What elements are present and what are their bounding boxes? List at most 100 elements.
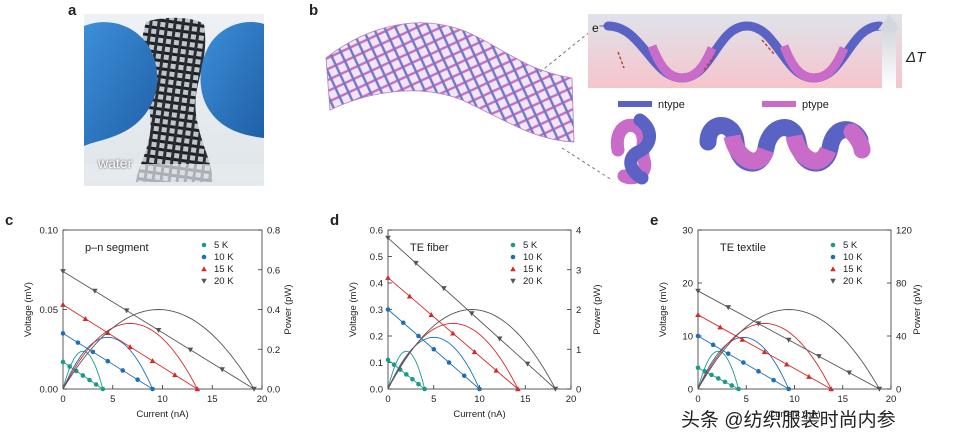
legend-label: 5 K bbox=[843, 240, 858, 251]
y2-axis-label: Power (pW) bbox=[592, 284, 603, 334]
data-point bbox=[755, 321, 762, 327]
legend-marker bbox=[510, 254, 516, 260]
power-curve bbox=[697, 309, 880, 390]
data-point bbox=[105, 358, 111, 364]
data-point bbox=[695, 312, 701, 317]
data-point bbox=[493, 367, 500, 373]
legend-p-label: ptype bbox=[802, 99, 829, 111]
data-point bbox=[468, 311, 475, 317]
data-point bbox=[816, 354, 822, 360]
legend-label: 5 K bbox=[523, 240, 538, 251]
panel-label-e: e bbox=[650, 212, 659, 229]
left-glove bbox=[84, 22, 158, 146]
y-axis-label: Voltage (mV) bbox=[23, 282, 34, 337]
x-axis-label: Current (nA) bbox=[453, 409, 505, 420]
data-point bbox=[524, 361, 531, 367]
legend-label: 10 K bbox=[523, 252, 543, 263]
y2-tick-label: 0.4 bbox=[267, 305, 280, 316]
y2-axis-label: Power (pW) bbox=[912, 284, 923, 334]
wave-tube-n bbox=[699, 117, 869, 172]
legend-marker bbox=[830, 278, 836, 284]
y-tick-label: 0.4 bbox=[370, 279, 383, 290]
y-tick-label: 0 bbox=[688, 385, 693, 396]
power-curve bbox=[62, 309, 255, 390]
y-tick-label: 0.00 bbox=[40, 385, 59, 396]
electron-left-label: e⁻ bbox=[592, 21, 605, 35]
data-point bbox=[416, 333, 421, 339]
chart-c-pn-segment: 0 5 10 15 20 0.00 0.05 0.10 0.0 0.2 0.4 0.6 0.8 Curre… bbox=[23, 226, 294, 421]
y2-tick-label: 0 bbox=[576, 385, 581, 396]
y2-tick-label: 120 bbox=[896, 226, 912, 237]
x-tick-label: 20 bbox=[886, 394, 897, 405]
data-point bbox=[515, 386, 521, 392]
y-tick-label: 10 bbox=[682, 332, 693, 343]
right-glove bbox=[200, 22, 264, 138]
x-tick-label: 15 bbox=[207, 394, 218, 405]
data-point bbox=[149, 358, 156, 364]
textile-photo-drawing bbox=[84, 17, 264, 186]
y2-axis-label: Power (pW) bbox=[283, 284, 294, 334]
x-tick-label: 20 bbox=[566, 394, 577, 405]
data-point bbox=[446, 360, 452, 365]
data-point bbox=[428, 312, 435, 317]
y2-tick-label: 40 bbox=[896, 332, 907, 343]
legend-marker bbox=[510, 266, 516, 272]
p-type-segment bbox=[647, 44, 717, 83]
data-point bbox=[172, 372, 178, 378]
water-label: water bbox=[98, 155, 133, 171]
data-point bbox=[194, 386, 201, 392]
data-point bbox=[400, 320, 406, 326]
power-curve bbox=[697, 322, 832, 390]
data-point bbox=[717, 324, 723, 330]
y2-tick-label: 0.2 bbox=[267, 345, 280, 356]
data-point bbox=[771, 377, 776, 383]
panel-label-d: d bbox=[330, 212, 340, 229]
schematic-b: e⁻ e⁻ ΔT ntype ptype bbox=[325, 13, 927, 185]
data-point bbox=[410, 376, 415, 382]
data-point bbox=[552, 386, 559, 392]
data-point bbox=[385, 235, 391, 241]
data-point bbox=[450, 330, 456, 336]
legend-label: 15 K bbox=[523, 264, 543, 275]
data-point bbox=[471, 349, 478, 355]
legend-label: 15 K bbox=[843, 264, 863, 275]
y-tick-label: 0.1 bbox=[370, 358, 383, 369]
data-point bbox=[404, 372, 409, 377]
data-point bbox=[251, 386, 257, 392]
data-point bbox=[783, 361, 790, 367]
x-tick-label: 15 bbox=[837, 394, 848, 405]
data-point bbox=[786, 386, 792, 392]
data-point bbox=[75, 340, 81, 345]
y-tick-label: 0.2 bbox=[370, 332, 383, 343]
x-tick-label: 10 bbox=[789, 394, 800, 405]
x-tick-label: 5 bbox=[431, 394, 436, 405]
y2-tick-label: 2 bbox=[576, 305, 581, 316]
chart-annotation: TE fiber bbox=[410, 242, 449, 254]
wave-tube-p bbox=[785, 133, 836, 170]
data-point bbox=[739, 336, 746, 342]
legend-label: 5 K bbox=[214, 240, 229, 251]
data-point bbox=[785, 337, 792, 343]
power-curve bbox=[62, 336, 154, 390]
data-point bbox=[806, 373, 812, 379]
y2-tick-label: 4 bbox=[576, 226, 581, 237]
y2-tick-label: 1 bbox=[576, 345, 581, 356]
legend-label: 20 K bbox=[214, 276, 234, 287]
legend-marker bbox=[201, 242, 207, 248]
legend-n-swatch bbox=[618, 101, 652, 107]
data-point bbox=[441, 286, 447, 292]
data-point bbox=[715, 376, 721, 381]
data-point bbox=[876, 386, 883, 392]
power-curve bbox=[387, 336, 480, 390]
y2-tick-label: 0.6 bbox=[267, 265, 280, 276]
data-point bbox=[135, 377, 140, 383]
data-point bbox=[828, 386, 834, 392]
delta-t-arrow bbox=[882, 30, 896, 88]
legend-label: 20 K bbox=[523, 276, 543, 287]
chart-d-te-fiber: 0 5 10 15 20 0.0 0.1 0.2 0.3 0.4 0.5 0.6 0 1 2 3 4 Curren… bbox=[348, 226, 603, 421]
x-axis-label: Current (nA) bbox=[768, 409, 820, 420]
legend-marker bbox=[510, 278, 516, 284]
y2-tick-label: 3 bbox=[576, 265, 581, 276]
legend-marker bbox=[201, 254, 207, 260]
p-type-segment bbox=[779, 44, 849, 83]
